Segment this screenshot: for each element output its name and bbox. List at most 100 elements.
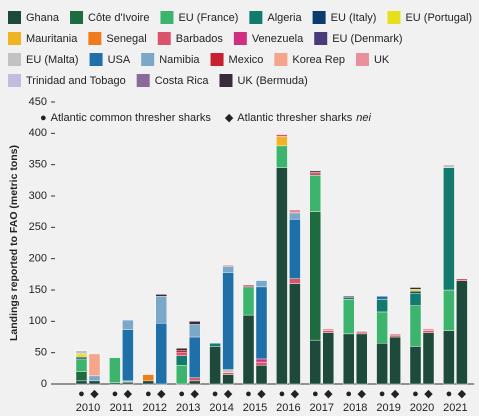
legend-label: Côte d'Ivoire bbox=[88, 12, 149, 24]
bar-segment bbox=[289, 283, 301, 385]
bar-segment bbox=[422, 330, 435, 333]
bar-symbol: ● bbox=[345, 388, 352, 400]
legend-swatch bbox=[274, 53, 288, 66]
bar-segment bbox=[409, 292, 422, 306]
bar-segment bbox=[409, 305, 422, 347]
bar-segment bbox=[376, 343, 388, 385]
legend-swatch bbox=[157, 32, 171, 45]
bar-segment bbox=[343, 297, 355, 300]
bar-symbol: ◆ bbox=[458, 388, 467, 400]
bar-segment bbox=[222, 265, 234, 273]
legend-qualifier: nei bbox=[356, 112, 371, 124]
x-tick-label: 2012 bbox=[143, 402, 167, 414]
bar-segment bbox=[443, 167, 455, 291]
bar-symbol: ◆ bbox=[424, 388, 433, 400]
bar-segment bbox=[289, 278, 301, 284]
x-tick-label: 2021 bbox=[443, 402, 467, 414]
y-tick-label: 50 bbox=[35, 347, 47, 359]
bar-segment bbox=[222, 272, 234, 370]
legend-label: Namibia bbox=[159, 54, 200, 66]
bar-segment bbox=[75, 380, 88, 385]
legend-label: Venezuela bbox=[252, 33, 304, 45]
bar-segment bbox=[109, 357, 121, 383]
bar-segment bbox=[175, 355, 188, 366]
bar-symbol: ◆ bbox=[324, 388, 333, 400]
legend-swatch bbox=[8, 74, 21, 87]
bar-segment bbox=[322, 330, 334, 333]
x-tick-label: 2013 bbox=[176, 402, 200, 414]
y-tick-label: 400 bbox=[29, 127, 47, 139]
bar-segment bbox=[155, 294, 168, 297]
bar-symbol: ● bbox=[245, 388, 252, 400]
y-tick-label: 200 bbox=[29, 253, 47, 265]
bar-symbol: ◆ bbox=[224, 388, 233, 400]
bar-segment bbox=[356, 333, 368, 385]
y-tick-label: 150 bbox=[29, 284, 47, 296]
bar-segment bbox=[309, 211, 321, 341]
legend-label: Atlantic thresher sharks bbox=[237, 112, 352, 124]
bar-segment bbox=[75, 371, 88, 382]
bar-segment bbox=[343, 299, 355, 335]
bar-symbol: ● bbox=[446, 388, 453, 400]
y-axis-label: Landings reported to FAO (metric tons) bbox=[8, 145, 20, 341]
bar-segment bbox=[75, 350, 88, 355]
bar-segment bbox=[75, 353, 88, 358]
legend-symbol: ● bbox=[40, 112, 47, 124]
bar-segment bbox=[88, 380, 101, 385]
x-tick-label: 2019 bbox=[376, 402, 400, 414]
bar-segment bbox=[409, 291, 422, 294]
legend-label: Ghana bbox=[26, 12, 60, 24]
legend-symbol: ◆ bbox=[225, 112, 234, 124]
bar-symbol: ● bbox=[78, 388, 85, 400]
bar-segment bbox=[155, 323, 168, 385]
bar-segment bbox=[142, 380, 155, 385]
legend-swatch bbox=[210, 53, 224, 66]
bar-segment bbox=[242, 314, 255, 385]
bar-segment bbox=[188, 336, 201, 378]
bar-segment bbox=[422, 328, 435, 331]
bar-segment bbox=[122, 381, 134, 385]
legend-swatch bbox=[249, 11, 263, 24]
legend-swatch bbox=[136, 74, 150, 87]
bar-symbol: ◆ bbox=[190, 388, 199, 400]
legend-label: UK bbox=[374, 54, 390, 66]
y-tick-label: 350 bbox=[29, 159, 47, 171]
bar-symbol: ● bbox=[212, 388, 219, 400]
x-tick-label: 2020 bbox=[410, 402, 434, 414]
bar-segment bbox=[289, 212, 301, 220]
y-tick-label: 100 bbox=[29, 315, 47, 327]
bar-segment bbox=[188, 380, 201, 385]
bar-segment bbox=[175, 365, 188, 385]
legend-swatch bbox=[160, 11, 174, 24]
bar-segment bbox=[389, 336, 401, 385]
y-tick-label: 0 bbox=[41, 378, 47, 390]
bar-symbol: ◆ bbox=[157, 388, 166, 400]
bar-segment bbox=[209, 346, 221, 385]
bar-segment bbox=[255, 361, 268, 366]
legend-label: EU (Italy) bbox=[331, 12, 377, 24]
legend-label: Atlantic common thresher sharks bbox=[51, 112, 212, 124]
legend-label: Korea Rep bbox=[292, 54, 345, 66]
bar-segment bbox=[175, 348, 188, 351]
bar-segment bbox=[122, 329, 134, 382]
bar-segment bbox=[75, 356, 88, 360]
bar-segment bbox=[409, 346, 422, 385]
bar-segment bbox=[255, 358, 268, 363]
bar-symbol: ● bbox=[312, 388, 319, 400]
x-tick-label: 2018 bbox=[343, 402, 367, 414]
bar-segment bbox=[276, 145, 288, 169]
bar-segment bbox=[322, 332, 334, 385]
bar-segment bbox=[309, 170, 321, 173]
bar-segment bbox=[255, 280, 268, 288]
bar-symbol: ● bbox=[379, 388, 386, 400]
bar-segment bbox=[222, 372, 234, 375]
legend-label: Mexico bbox=[229, 54, 264, 66]
legend-swatch bbox=[387, 11, 401, 24]
legend-swatch bbox=[8, 32, 21, 45]
legend-label: EU (Malta) bbox=[26, 54, 79, 66]
bar-segment bbox=[242, 284, 255, 288]
bar-symbol: ● bbox=[145, 388, 152, 400]
y-tick-label: 250 bbox=[29, 221, 47, 233]
bar-segment bbox=[122, 319, 134, 330]
